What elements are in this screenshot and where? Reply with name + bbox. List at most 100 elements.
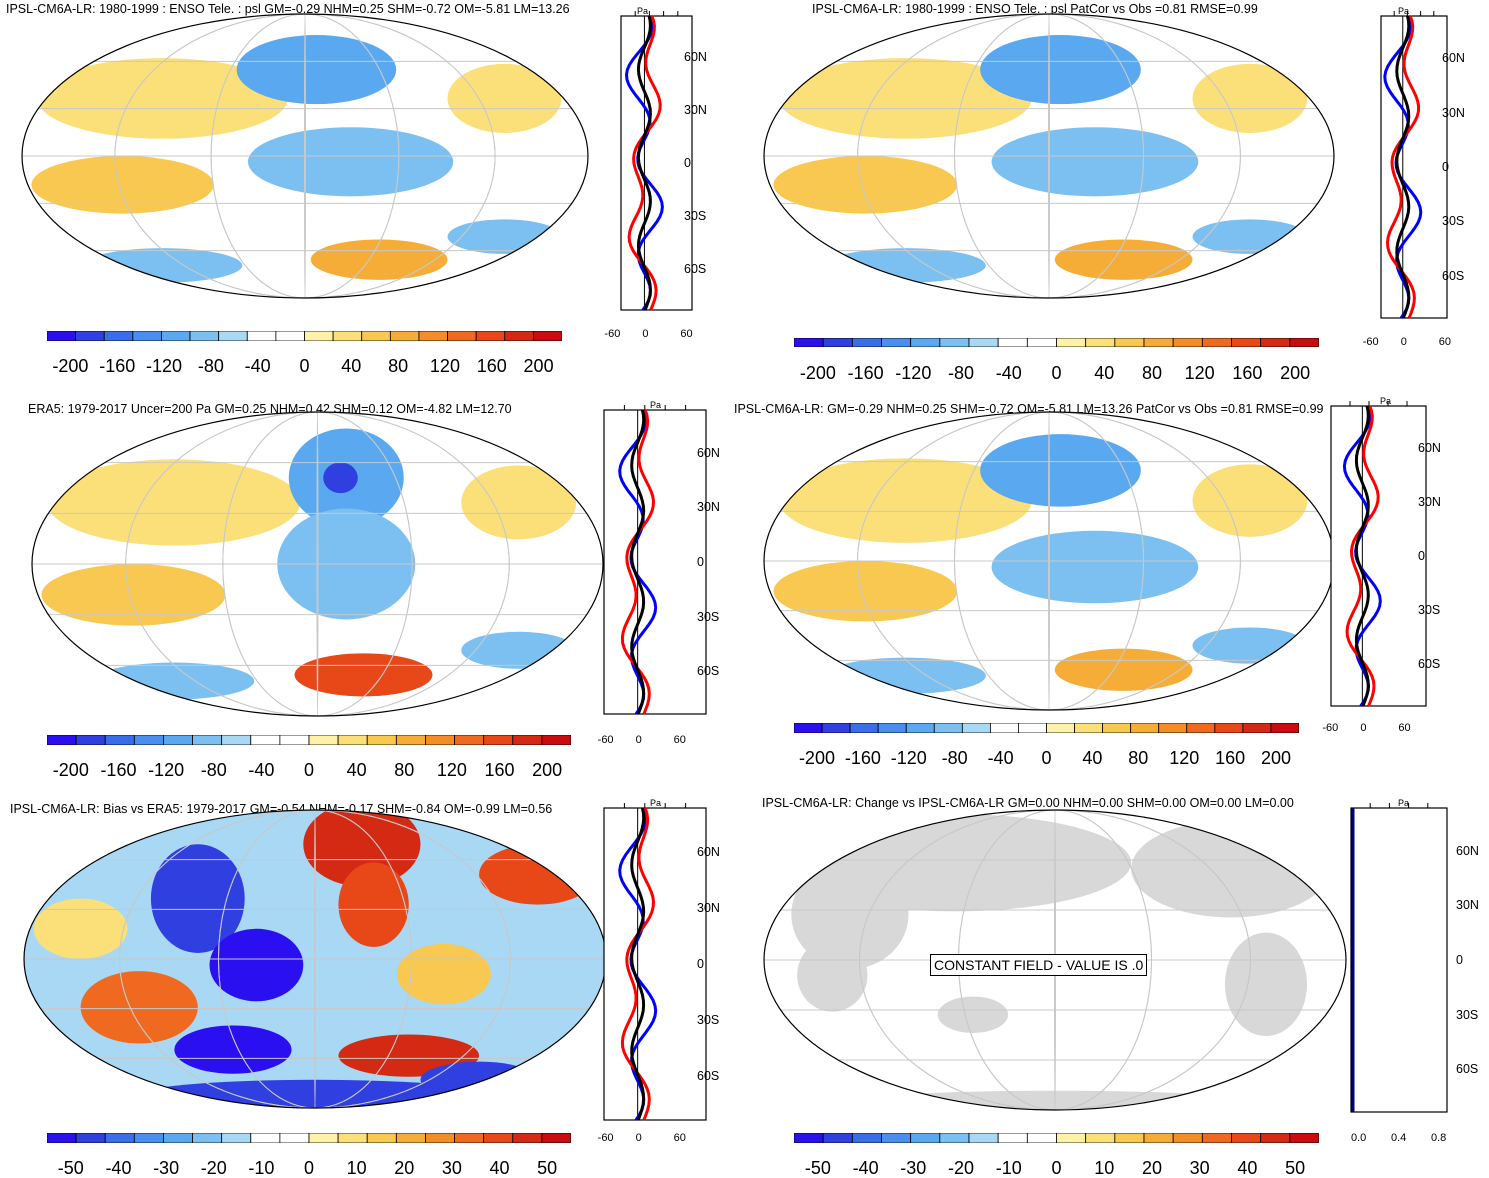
colorbar-swatch [1143, 338, 1174, 347]
colorbar-swatch [905, 723, 935, 733]
latitude-tick-label: 0 [1456, 953, 1463, 967]
colorbar-swatch [454, 735, 485, 745]
latitude-tick-label: 60S [1442, 268, 1465, 283]
latitude-tick-label: 30N [1456, 898, 1479, 913]
colorbar-label: 120 [1184, 363, 1215, 383]
zonal-profile [1350, 803, 1448, 1113]
profile-unit: Pa [1380, 396, 1392, 406]
latitude-tick-label: 30N [697, 900, 720, 915]
colorbar-swatch [75, 735, 106, 745]
colorbar-swatch [454, 1133, 485, 1143]
colorbar-label: 160 [476, 356, 507, 376]
colorbar-swatch [133, 1133, 164, 1143]
profile-tick-label: 60 [673, 734, 686, 746]
colorbar-swatch [104, 1133, 135, 1143]
colorbar-swatch [910, 338, 941, 347]
latitude-tick-label: 60S [697, 664, 720, 679]
colorbar-label: 200 [523, 356, 554, 376]
colorbar-label: -160 [847, 363, 884, 383]
colorbar-swatch [483, 735, 514, 745]
colorbar-swatch [939, 1133, 970, 1143]
colorbar-swatch [395, 1133, 426, 1143]
colorbar-swatch [1102, 723, 1132, 733]
colorbar-swatch [163, 735, 193, 745]
profile-unit: Pa [1398, 798, 1410, 808]
profile-tick-label: 60 [1438, 336, 1452, 348]
panel-title: IPSL-CM6A-LR: Bias vs ERA5: 1979-2017 GM… [10, 802, 553, 816]
colorbar-swatch [279, 735, 310, 745]
colorbar-swatch [279, 1133, 310, 1143]
colorbar-swatch [1231, 1133, 1262, 1143]
profile-tick-label: 0.4 [1391, 1132, 1407, 1144]
colorbar-swatch [192, 1133, 223, 1143]
latitude-tick-label: 0 [1418, 549, 1425, 563]
colorbar-swatch [1143, 1133, 1174, 1143]
colorbar-swatch [221, 735, 252, 745]
colorbar-swatch [103, 331, 134, 341]
colorbar-swatch [483, 1133, 514, 1143]
latitude-tick-label: 0 [697, 957, 704, 971]
profile-tick-label: 0 [635, 734, 642, 746]
panel-title: IPSL-CM6A-LR: 1980-1999 : ENSO Tele. : p… [812, 2, 1258, 16]
colorbar-swatch [337, 735, 368, 745]
zonal-profile [603, 405, 707, 715]
colorbar-label: 40 [346, 760, 367, 780]
profile-tick-label: -60 [597, 1132, 614, 1144]
profile-tick-label: 0 [642, 328, 649, 340]
colorbar-swatch [75, 331, 105, 341]
colorbar-swatch [425, 735, 455, 745]
colorbar-swatch [332, 331, 363, 341]
colorbar-swatch [275, 331, 305, 341]
colorbar-label: -200 [52, 356, 89, 376]
colorbar-swatch [395, 735, 426, 745]
colorbar-swatch [366, 735, 397, 745]
map-era5 [31, 411, 604, 717]
colorbar-swatch [1130, 723, 1160, 733]
colorbar-swatch [163, 1133, 193, 1143]
latitude-tick-label: 60S [1456, 1062, 1479, 1077]
profile-tick-label: 60 [680, 328, 693, 340]
colorbar-label: 200 [1280, 363, 1311, 383]
colorbar-label: 0 [1041, 748, 1052, 768]
panel-title: IPSL-CM6A-LR: Change vs IPSL-CM6A-LR GM=… [762, 796, 1294, 810]
colorbar-swatch [361, 331, 391, 341]
panel-title: ERA5: 1979-2017 Uncer=200 Pa GM=0.25 NHM… [28, 402, 512, 416]
colorbar-swatch [1018, 723, 1047, 733]
colorbar-swatch [1289, 1133, 1319, 1143]
colorbar-swatch [851, 1133, 882, 1143]
colorbar-swatch [881, 338, 912, 347]
colorbar-swatch [1085, 338, 1116, 347]
profile-tick-label: 60 [1398, 722, 1411, 734]
latitude-tick-label: 60N [697, 445, 720, 460]
colorbar-swatch [1260, 338, 1291, 347]
colorbar-swatch [1260, 1133, 1291, 1143]
colorbar-swatch [851, 338, 882, 347]
colorbar [47, 331, 562, 341]
latitude-tick-label: 30N [684, 103, 707, 118]
colorbar-label: -200 [52, 760, 89, 780]
profile-tick-label: 0.0 [1351, 1132, 1367, 1144]
colorbar-label: 160 [1232, 363, 1263, 383]
colorbar-swatch [881, 1133, 912, 1143]
colorbar-swatch [447, 331, 477, 341]
colorbar-swatch [425, 1133, 455, 1143]
colorbar-swatch [1026, 1133, 1057, 1143]
map-model [21, 13, 589, 299]
colorbar-swatch [1172, 1133, 1203, 1143]
latitude-tick-label: 60N [1442, 51, 1465, 66]
colorbar-swatch [250, 735, 281, 745]
colorbar-swatch [1242, 723, 1272, 733]
colorbar-label: -120 [146, 356, 183, 376]
profile-tick-label: 60 [673, 1132, 686, 1144]
colorbar-swatch [968, 1133, 999, 1143]
colorbar-swatch [1214, 723, 1244, 733]
colorbar-swatch [933, 723, 963, 733]
colorbar-label: 50 [537, 1158, 558, 1178]
colorbar-swatch [961, 723, 991, 733]
zonal-profile [1330, 401, 1427, 707]
latitude-tick-label: 30S [1418, 603, 1441, 617]
latitude-tick-label: 0 [697, 555, 704, 569]
colorbar-swatch [1056, 338, 1087, 347]
colorbar-swatch [1046, 723, 1075, 733]
map-change [763, 809, 1347, 1111]
